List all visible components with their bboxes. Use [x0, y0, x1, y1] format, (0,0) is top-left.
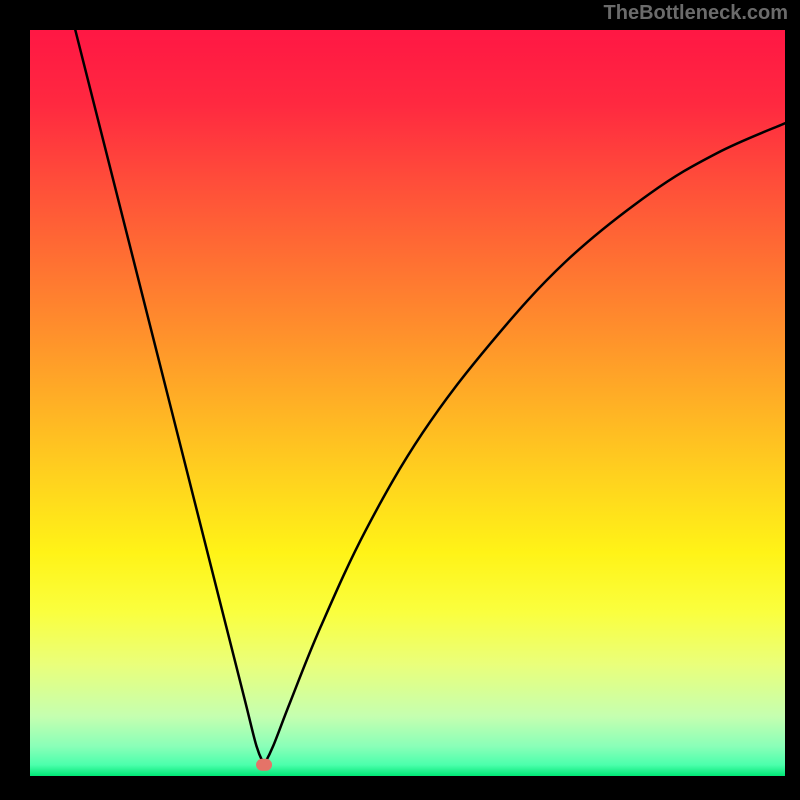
minimum-marker — [256, 759, 272, 771]
bottleneck-curve — [75, 30, 785, 765]
curve-layer — [30, 30, 785, 776]
watermark-text: TheBottleneck.com — [604, 2, 788, 25]
plot-area — [30, 30, 785, 776]
